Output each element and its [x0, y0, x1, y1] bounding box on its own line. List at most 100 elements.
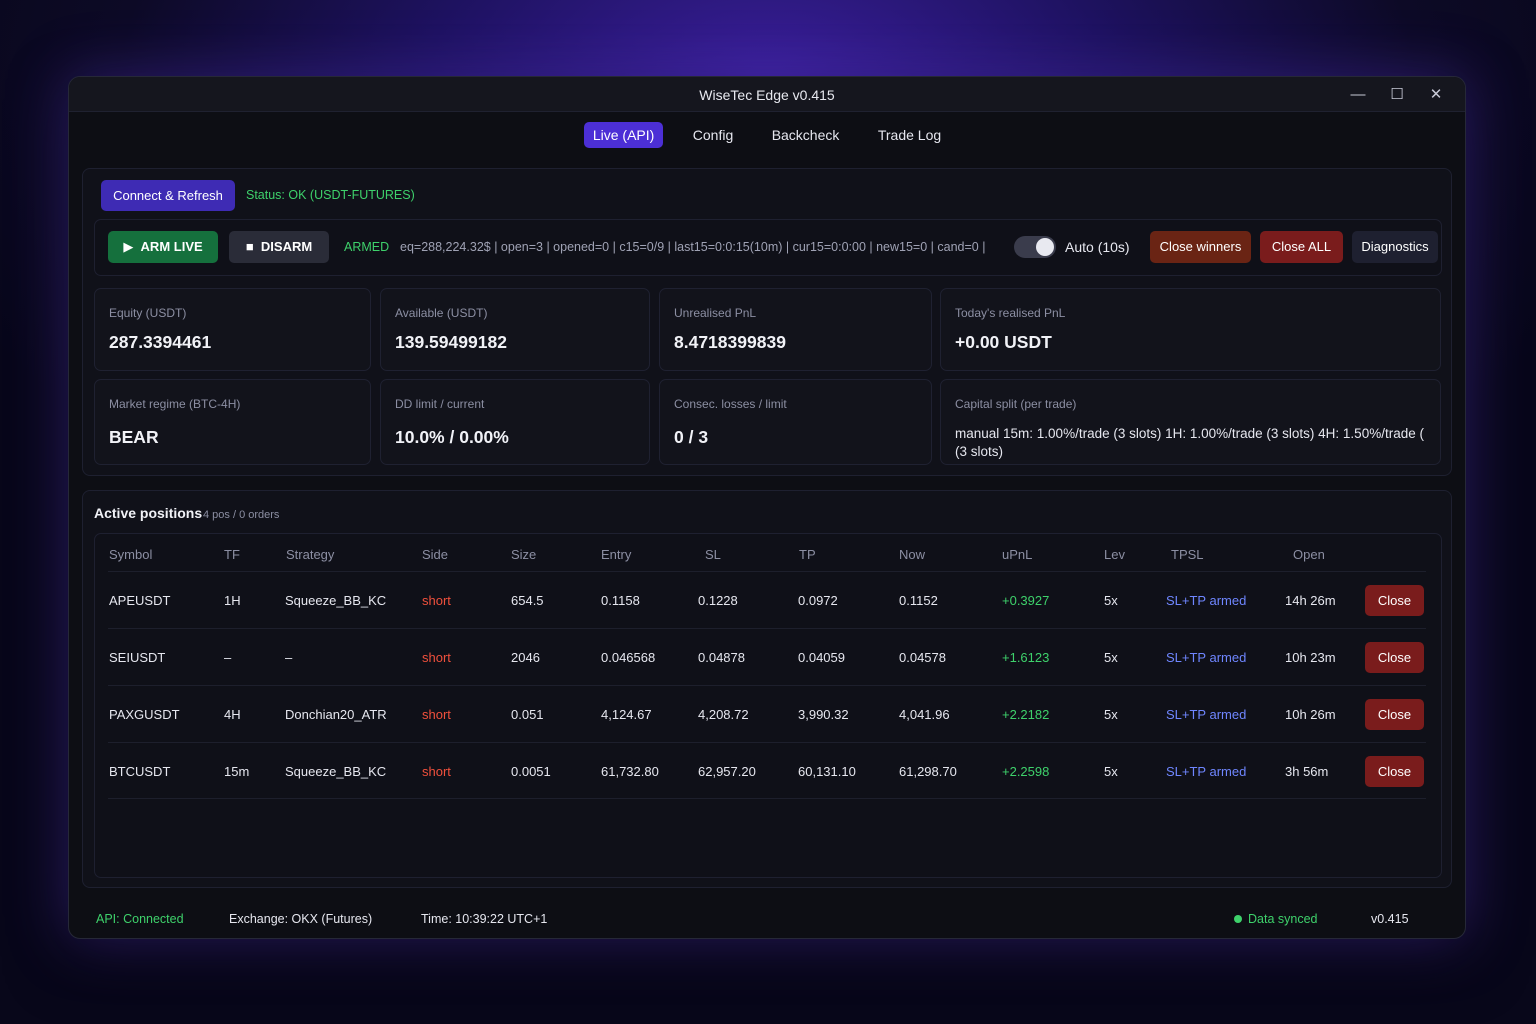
- positions-count: 4 pos / 0 orders: [203, 509, 280, 521]
- disarm-button[interactable]: ■ DISARM: [229, 231, 329, 263]
- minimize-icon[interactable]: —: [1350, 86, 1366, 103]
- sync-dot-icon: [1234, 915, 1242, 923]
- close-icon[interactable]: ✕: [1429, 86, 1443, 103]
- arm-live-button[interactable]: ▶ ARM LIVE: [108, 231, 218, 263]
- equity-value: 287.3394461: [109, 332, 212, 352]
- col-entry[interactable]: Entry: [601, 547, 632, 562]
- maximize-icon[interactable]: ☐: [1390, 86, 1404, 103]
- col-open[interactable]: Open: [1293, 547, 1325, 562]
- cell-symbol: APEUSDT: [109, 593, 171, 608]
- cell-symbol: SEIUSDT: [109, 650, 166, 665]
- cell-open: 10h 26m: [1285, 707, 1336, 722]
- cell-open: 14h 26m: [1285, 593, 1336, 608]
- regime-card: Market regime (BTC-4H) BEAR: [94, 379, 371, 465]
- losses-card: Consec. losses / limit 0 / 3: [659, 379, 932, 465]
- col-side[interactable]: Side: [422, 547, 449, 562]
- stop-icon: ■: [245, 239, 254, 254]
- cell-tp: 0.0972: [798, 593, 838, 608]
- col-now[interactable]: Now: [899, 547, 926, 562]
- cell-size: 654.5: [511, 593, 544, 608]
- cell-strategy: –: [285, 650, 293, 665]
- col-tpsl[interactable]: TPSL: [1171, 547, 1204, 562]
- regime-value: BEAR: [109, 427, 159, 447]
- close-position-button[interactable]: Close: [1365, 699, 1424, 730]
- close-all-button[interactable]: Close ALL: [1260, 231, 1343, 263]
- disarm-label: DISARM: [260, 239, 313, 254]
- api-status: API: Connected: [96, 912, 184, 926]
- close-winners-button[interactable]: Close winners: [1150, 231, 1251, 263]
- tab-config[interactable]: Config: [692, 127, 734, 143]
- capital-split-value: manual 15m: 1.00%/trade (3 slots) 1H: 1.…: [955, 426, 1424, 459]
- cell-strategy: Donchian20_ATR: [285, 707, 387, 722]
- regime-label: Market regime (BTC-4H): [109, 397, 241, 411]
- tab-live-api[interactable]: Live (API): [583, 122, 664, 148]
- table-row: BTCUSDT 15m Squeeze_BB_KC short 0.0051 6…: [108, 742, 1426, 799]
- cell-lev: 5x: [1104, 650, 1118, 665]
- col-tp[interactable]: TP: [799, 547, 816, 562]
- col-size[interactable]: Size: [511, 547, 537, 562]
- connection-status: Status: OK (USDT-FUTURES): [246, 188, 415, 202]
- col-upnl[interactable]: uPnL: [1002, 547, 1033, 562]
- close-position-button[interactable]: Close: [1365, 585, 1424, 616]
- close-position-button[interactable]: Close: [1365, 642, 1424, 673]
- sync-status: Data synced: [1234, 912, 1317, 926]
- main-tabs: Live (API) Config Backcheck Trade Log: [69, 122, 1465, 150]
- cell-sl: 0.04878: [698, 650, 745, 665]
- cell-tf: –: [224, 650, 232, 665]
- cell-tp: 60,131.10: [798, 764, 856, 779]
- cell-upnl: +0.3927: [1002, 593, 1050, 608]
- cell-now: 61,298.70: [899, 764, 957, 779]
- positions-title: Active positions: [94, 505, 203, 521]
- unrealised-label: Unrealised PnL: [674, 306, 757, 320]
- unrealised-card: Unrealised PnL 8.4718399839: [659, 288, 932, 371]
- positions-table: Symbol TF Strategy Side Size Entry SL TP…: [94, 533, 1442, 878]
- available-label: Available (USDT): [395, 306, 488, 320]
- close-position-button[interactable]: Close: [1365, 756, 1424, 787]
- cell-symbol: BTCUSDT: [109, 764, 171, 779]
- cell-symbol: PAXGUSDT: [109, 707, 180, 722]
- toggle-knob: [1036, 238, 1054, 256]
- status-bar: API: Connected Exchange: OKX (Futures) T…: [69, 906, 1465, 938]
- exchange-status: Exchange: OKX (Futures): [229, 912, 373, 926]
- realised-card: Today's realised PnL +0.00 USDT: [940, 288, 1441, 371]
- cell-open: 3h 56m: [1285, 764, 1329, 779]
- cell-upnl: +2.2182: [1002, 707, 1050, 722]
- cell-size: 0.051: [511, 707, 544, 722]
- capital-split-label: Capital split (per trade): [955, 397, 1077, 411]
- cell-tpsl: SL+TP armed: [1166, 593, 1247, 608]
- cell-tpsl: SL+TP armed: [1166, 650, 1247, 665]
- col-tf[interactable]: TF: [224, 547, 240, 562]
- dd-label: DD limit / current: [395, 397, 485, 411]
- cell-now: 4,041.96: [899, 707, 950, 722]
- col-sl[interactable]: SL: [705, 547, 721, 562]
- window-title: WiseTec Edge v0.415: [699, 87, 835, 103]
- tab-trade-log[interactable]: Trade Log: [877, 127, 942, 143]
- engine-info-line: eq=288,224.32$ | open=3 | opened=0 | c15…: [400, 240, 990, 254]
- cell-entry: 61,732.80: [601, 764, 659, 779]
- cell-tpsl: SL+TP armed: [1166, 764, 1247, 779]
- cell-entry: 0.1158: [601, 593, 640, 608]
- available-value: 139.59499182: [395, 332, 507, 352]
- table-row: APEUSDT 1H Squeeze_BB_KC short 654.5 0.1…: [108, 571, 1426, 628]
- live-panel: Connect & Refresh Status: OK (USDT-FUTUR…: [82, 168, 1452, 476]
- cell-now: 0.04578: [899, 650, 946, 665]
- cell-sl: 0.1228: [698, 593, 738, 608]
- cell-lev: 5x: [1104, 707, 1118, 722]
- auto-refresh-label: Auto (10s): [1065, 239, 1130, 255]
- realised-value: +0.00 USDT: [955, 332, 1052, 352]
- cell-size: 0.0051: [511, 764, 551, 779]
- version-label: v0.415: [1371, 912, 1409, 926]
- cell-size: 2046: [511, 650, 540, 665]
- connect-refresh-button[interactable]: Connect & Refresh: [101, 180, 235, 211]
- diagnostics-button[interactable]: Diagnostics: [1352, 231, 1438, 263]
- col-lev[interactable]: Lev: [1104, 547, 1125, 562]
- equity-label: Equity (USDT): [109, 306, 187, 320]
- dd-card: DD limit / current 10.0% / 0.00%: [380, 379, 650, 465]
- auto-refresh-toggle[interactable]: [1014, 236, 1056, 258]
- col-strategy[interactable]: Strategy: [286, 547, 335, 562]
- cell-now: 0.1152: [899, 593, 938, 608]
- tab-backcheck[interactable]: Backcheck: [771, 127, 840, 143]
- app-window: WiseTec Edge v0.415 — ☐ ✕ Live (API) Con…: [68, 76, 1466, 939]
- cell-tf: 15m: [224, 764, 250, 779]
- col-symbol[interactable]: Symbol: [109, 547, 153, 562]
